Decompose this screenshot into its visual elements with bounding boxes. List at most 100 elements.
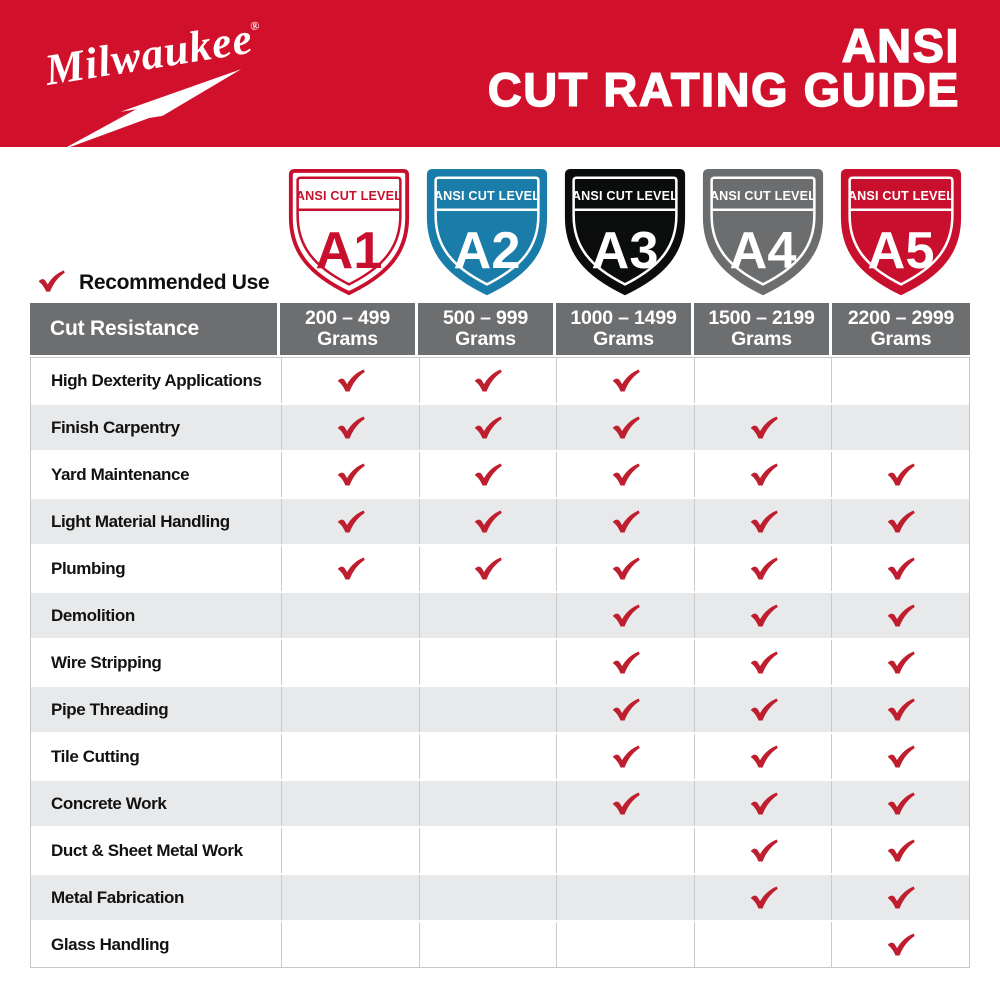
row-label: Light Material Handling <box>51 511 230 531</box>
check-icon <box>612 651 640 674</box>
check-cell-empty <box>556 875 694 920</box>
check-cell-recommended <box>693 734 832 779</box>
row-label: Concrete Work <box>51 793 167 813</box>
gram-unit: Grams <box>731 328 792 350</box>
gram-range: 1500 – 2199 <box>708 307 815 329</box>
lightning-bolt-icon <box>60 69 242 151</box>
gram-range: 200 – 499 <box>305 307 390 329</box>
check-icon <box>750 651 778 674</box>
check-cell-empty <box>693 922 832 967</box>
check-cell-recommended <box>831 546 969 591</box>
row-label: Metal Fabrication <box>51 887 185 907</box>
check-icon <box>337 369 365 392</box>
check-cell-recommended <box>556 687 694 732</box>
page-title: ANSI CUT RATING GUIDE <box>487 19 960 116</box>
check-cell-empty <box>418 734 557 779</box>
check-icon <box>750 839 778 862</box>
check-icon <box>887 745 915 768</box>
table-row: Light Material Handling <box>31 499 969 546</box>
gram-range: 500 – 999 <box>443 307 528 329</box>
check-icon <box>887 557 915 580</box>
check-cell-recommended <box>831 499 969 544</box>
ansi-cut-level-badge-a5: ANSI CUT LEVEL A5 <box>838 166 964 298</box>
check-icon <box>750 416 778 439</box>
check-icon <box>337 463 365 486</box>
ansi-cut-level-badge-a4: ANSI CUT LEVEL A4 <box>700 166 826 298</box>
check-icon <box>887 698 915 721</box>
check-icon <box>475 463 503 486</box>
check-cell-recommended <box>556 593 694 638</box>
check-cell-recommended <box>418 358 557 403</box>
check-cell-recommended <box>281 546 419 591</box>
row-label: Pipe Threading <box>51 699 169 719</box>
check-cell-recommended <box>693 875 832 920</box>
check-icon <box>750 463 778 486</box>
column-header-cell: 1000 – 1499 Grams <box>556 303 694 355</box>
check-icon <box>612 369 640 392</box>
check-cell-recommended <box>556 546 694 591</box>
row-label: Finish Carpentry <box>51 417 180 437</box>
check-icon <box>475 557 503 580</box>
gram-unit: Grams <box>455 328 516 350</box>
row-label: Glass Handling <box>51 934 170 954</box>
gram-unit: Grams <box>317 328 378 350</box>
shield-icon: ANSI CUT LEVEL A5 <box>840 169 962 296</box>
check-icon <box>750 792 778 815</box>
badge-level: A4 <box>730 222 797 280</box>
check-icon <box>887 792 915 815</box>
badge-level: A5 <box>868 222 935 280</box>
check-cell-recommended <box>693 452 832 497</box>
check-cell-recommended <box>693 781 832 826</box>
check-cell-empty <box>418 593 557 638</box>
check-cell-recommended <box>556 405 694 450</box>
check-cell-empty <box>281 781 419 826</box>
check-cell-recommended <box>693 828 832 873</box>
check-icon <box>475 416 503 439</box>
table-body: High Dexterity Applications Finish Carpe… <box>30 357 970 968</box>
check-cell-recommended <box>831 452 969 497</box>
badge-level: A2 <box>454 222 521 280</box>
ansi-cut-level-badge-a1: ANSI CUT LEVEL A1 <box>286 166 412 298</box>
check-cell-recommended <box>831 781 969 826</box>
badge-label: ANSI CUT LEVEL <box>434 189 540 203</box>
gram-range: 1000 – 1499 <box>570 307 677 329</box>
check-icon <box>750 510 778 533</box>
row-label: Tile Cutting <box>51 746 140 766</box>
corner-header-cell: Cut Resistance <box>30 303 280 355</box>
check-icon <box>612 745 640 768</box>
check-icon <box>337 557 365 580</box>
check-cell-recommended <box>281 405 419 450</box>
page-title-line2: CUT RATING GUIDE <box>487 63 960 116</box>
registered-mark: ® <box>249 18 262 34</box>
check-cell-recommended <box>831 593 969 638</box>
table-row: Glass Handling <box>31 922 969 967</box>
row-label: High Dexterity Applications <box>51 370 262 390</box>
gram-range: 2200 – 2999 <box>847 307 955 329</box>
check-cell-empty <box>281 875 419 920</box>
check-icon <box>38 269 65 292</box>
check-icon <box>750 886 778 909</box>
check-cell-recommended <box>556 781 694 826</box>
check-cell-recommended <box>831 875 969 920</box>
check-cell-recommended <box>556 358 694 403</box>
ansi-cut-level-badge-a2: ANSI CUT LEVEL A2 <box>424 166 550 298</box>
row-label: Yard Maintenance <box>51 464 190 484</box>
check-cell-recommended <box>418 546 557 591</box>
check-cell-recommended <box>418 405 557 450</box>
check-cell-recommended <box>556 640 694 685</box>
check-icon <box>612 416 640 439</box>
table-row: Plumbing <box>31 546 969 593</box>
badge-level: A1 <box>316 222 383 280</box>
shield-icon: ANSI CUT LEVEL A3 <box>564 169 686 296</box>
check-cell-recommended <box>831 640 969 685</box>
check-cell-empty <box>418 687 557 732</box>
check-cell-empty <box>693 358 832 403</box>
check-cell-recommended <box>556 734 694 779</box>
cut-rating-table: Cut Resistance 200 – 499 Grams 500 – 999 Gr… <box>30 303 970 968</box>
check-icon <box>612 557 640 580</box>
check-icon <box>337 510 365 533</box>
page-title-line1: ANSI <box>841 19 960 72</box>
check-cell-empty <box>556 828 694 873</box>
shield-icon: ANSI CUT LEVEL A1 <box>288 169 410 296</box>
check-icon <box>750 745 778 768</box>
